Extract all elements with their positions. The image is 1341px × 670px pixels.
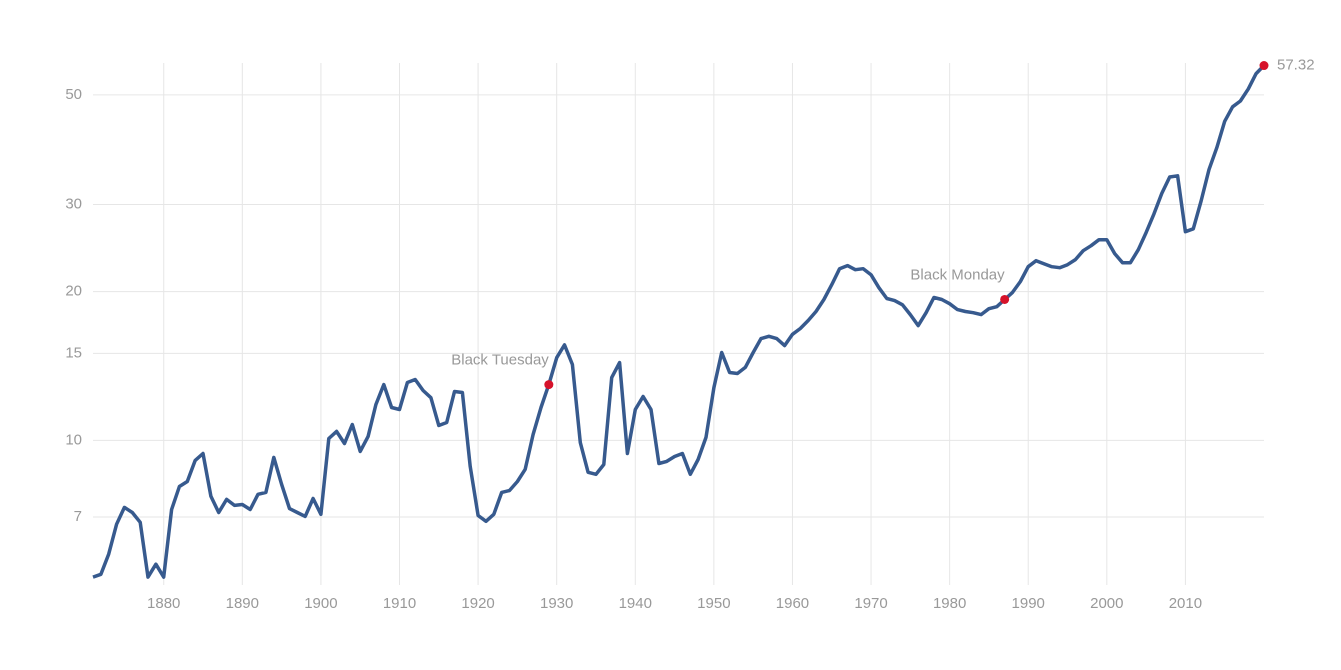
x-tick-label: 1940: [619, 595, 652, 612]
y-tick-label: 50: [65, 86, 82, 103]
annotation: Black Tuesday: [451, 352, 549, 369]
end-marker: [1259, 61, 1269, 71]
x-tick-label: 1880: [147, 595, 180, 612]
x-tick-label: 2000: [1090, 595, 1123, 612]
y-tick-label: 10: [65, 431, 82, 448]
event-marker: [544, 380, 554, 390]
x-tick-label: 1910: [383, 595, 416, 612]
x-tick-label: 1900: [304, 595, 337, 612]
y-tick-label: 15: [65, 344, 82, 361]
x-tick-label: 1950: [697, 595, 730, 612]
event-marker: [1000, 294, 1010, 304]
x-tick-label: 1930: [540, 595, 573, 612]
annotation: Black Monday: [910, 266, 1005, 283]
line: [92, 64, 1266, 579]
x-tick-label: 2010: [1169, 595, 1202, 612]
x-tick-label: 1980: [933, 595, 966, 612]
x-tick-label: 1890: [226, 595, 259, 612]
x-tick-label: 1920: [461, 595, 494, 612]
x-tick-label: 1970: [854, 595, 887, 612]
y-tick-label: 30: [65, 196, 82, 213]
y-tick-label: 7: [74, 508, 82, 525]
value-label: 57.32: [1277, 57, 1315, 74]
y-tick-label: 20: [65, 283, 82, 300]
x-tick-label: 1990: [1012, 595, 1045, 612]
x-tick-label: 1960: [776, 595, 809, 612]
